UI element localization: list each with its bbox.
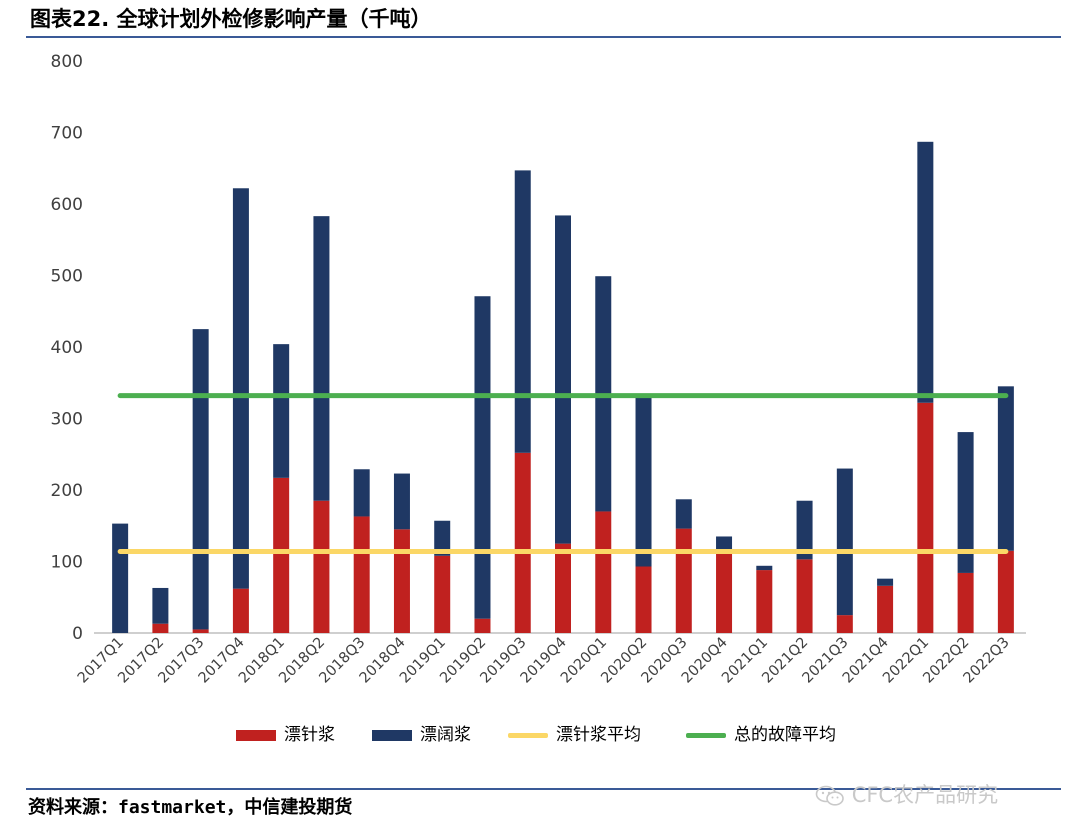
bar-broad-2021Q4 [877,578,894,586]
bar-broad-2022Q2 [957,432,974,573]
y-tick-label: 400 [51,338,83,358]
bar-broad-2018Q2 [313,216,330,501]
bar-needle-2020Q4 [716,552,733,633]
legend-swatch-total-avg [686,732,726,738]
bar-needle-2019Q4 [555,543,571,633]
bars-group [112,141,1014,633]
bar-broad-2020Q3 [675,499,692,529]
legend-swatch-broad [372,729,412,741]
bar-needle-2018Q2 [313,500,330,633]
watermark: CFC农产品研究 [815,780,998,810]
legend-item-total-avg: 总的故障平均 [686,724,836,746]
legend-label-needle: 漂针浆 [284,725,335,745]
figure-title: 图表22. 全球计划外检修影响产量（千吨） [30,7,432,31]
bar-needle-2019Q1 [434,555,451,633]
y-tick-label: 800 [51,52,83,72]
source-note: 资料来源：fastmarket，中信建投期货 [28,797,353,818]
wechat-icon [815,785,844,806]
bar-needle-2020Q1 [595,511,612,633]
y-tick-label: 300 [51,410,83,430]
legend-item-broad: 漂阔浆 [372,724,471,746]
legend-label-broad: 漂阔浆 [420,725,471,745]
bar-broad-2019Q1 [434,520,451,556]
bar-needle-2021Q4 [877,585,894,633]
bar-needle-2019Q3 [514,452,531,633]
bar-broad-2018Q1 [273,344,290,478]
bar-needle-2021Q1 [756,570,773,633]
bar-needle-2018Q1 [273,477,290,633]
legend-item-needle: 漂针浆 [236,724,335,746]
y-tick-label: 200 [51,481,83,501]
legend-label-needle-avg: 漂针浆平均 [556,725,641,745]
legend-swatch-needle [236,729,276,741]
watermark-text: CFC农产品研究 [851,783,999,807]
y-tick-label: 500 [51,267,83,287]
bar-broad-2021Q1 [756,565,773,571]
x-axis: 2017Q12017Q22017Q32017Q42018Q12018Q22018… [75,635,1013,687]
bar-broad-2020Q2 [635,397,652,567]
bar-broad-2018Q3 [353,469,370,517]
bar-broad-2017Q2 [152,587,169,624]
bar-needle-2022Q2 [957,572,974,633]
bar-broad-2018Q4 [393,473,410,530]
y-tick-label: 600 [51,195,83,215]
legend-swatch-needle-avg [508,732,548,738]
bar-needle-2021Q2 [796,559,813,633]
y-tick-label: 0 [72,624,83,644]
bottom-divider [26,788,1061,790]
bar-needle-2022Q3 [997,550,1014,633]
bar-needle-2017Q2 [152,623,169,633]
bar-broad-2021Q2 [796,500,813,560]
bar-broad-2019Q4 [555,215,571,544]
bar-needle-2021Q3 [836,615,853,633]
bar-broad-2021Q3 [836,468,853,616]
bar-needle-2018Q3 [353,516,370,633]
bar-needle-2020Q2 [635,566,652,633]
bar-needle-2022Q1 [917,402,934,633]
bar-broad-2017Q3 [192,329,209,630]
bar-broad-2022Q3 [997,386,1014,551]
bar-broad-2019Q3 [514,170,531,453]
bar-needle-2019Q2 [474,618,491,633]
bar-needle-2020Q3 [675,528,692,633]
y-axis: 0 100 200 300 400 500 600 700 800 [51,52,83,644]
bar-needle-2018Q4 [393,529,410,633]
bar-broad-2019Q2 [474,296,491,619]
bar-broad-2017Q1 [112,523,129,633]
stacked-bar-chart: 0 100 200 300 400 500 600 700 800 2017Q12017Q220… [51,52,1026,687]
bar-broad-2020Q4 [716,536,733,553]
bar-needle-2017Q3 [192,629,209,633]
average-lines [117,393,1009,554]
bar-needle-2017Q4 [232,588,249,633]
y-tick-label: 100 [51,553,83,573]
bar-broad-2017Q4 [232,188,249,589]
bar-broad-2022Q1 [917,141,934,403]
top-divider [26,36,1061,38]
y-tick-label: 700 [51,124,83,144]
legend-label-total-avg: 总的故障平均 [734,725,836,745]
legend-item-needle-avg: 漂针浆平均 [508,724,641,746]
